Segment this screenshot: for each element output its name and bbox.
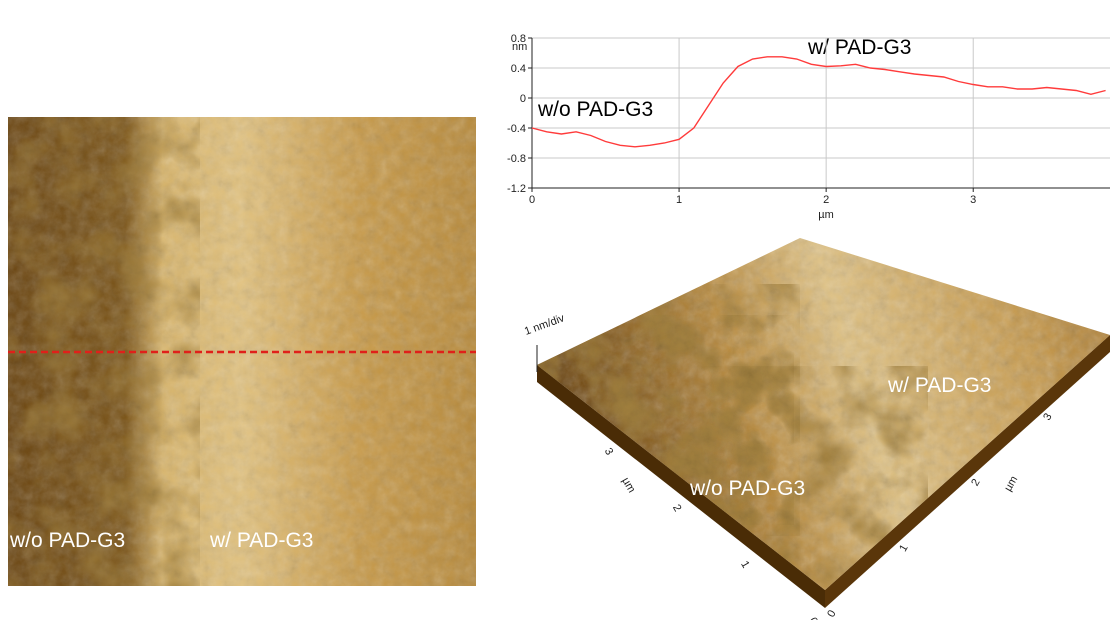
x-tick-label: 2 (823, 194, 829, 206)
surface-side (537, 365, 825, 608)
z-scale-label: 1 nm/div (523, 312, 567, 338)
right-axis-tick-label: 1 (897, 543, 910, 554)
left-axis-tick-label: 3 (602, 446, 615, 457)
x-tick-label: 1 (676, 194, 682, 206)
y-tick-label: 0 (520, 93, 526, 105)
y-tick-label: 0.8 (511, 33, 526, 45)
y-axis-label: nm (512, 41, 527, 53)
surface-side (825, 335, 1110, 608)
y-tick-label: -0.8 (507, 153, 526, 165)
right-axis-unit: µm (1002, 474, 1020, 493)
right-axis-tick-label: 2 (969, 477, 982, 488)
annotation: w/o PAD-G3 (537, 98, 653, 121)
surface-3d: 1 nm/div w/ PAD-G3 w/o PAD-G3 µm µm 0 1 2 3… (523, 238, 1110, 625)
afm-label: w/ PAD-G3 (209, 529, 313, 552)
surface-label: w/o PAD-G3 (689, 477, 805, 500)
x-axis-label: µm (818, 209, 834, 221)
y-tick-label: -0.4 (507, 123, 526, 135)
afm-label: w/o PAD-G3 (9, 529, 125, 552)
left-axis-tick-label: 0 (806, 616, 819, 621)
left-axis-tick-label: 2 (670, 503, 683, 514)
x-tick-label: 3 (970, 194, 976, 206)
x-tick-label: 0 (529, 194, 535, 206)
left-axis-unit: µm (619, 476, 637, 495)
y-tick-label: 0.4 (511, 63, 526, 75)
profile-chart: nm µm w/o PAD-G3 w/ PAD-G3 -1.2 -0.8 -0.4 0… (507, 33, 1110, 221)
y-tick-label: -1.2 (507, 183, 526, 195)
right-axis-tick-label: 0 (825, 608, 838, 619)
afm-image: w/o PAD-G3 w/ PAD-G3 (8, 117, 476, 586)
left-axis-tick-label: 1 (738, 559, 751, 570)
right-axis-tick-label: 3 (1041, 411, 1054, 422)
annotation: w/ PAD-G3 (807, 36, 911, 59)
profile-line (531, 56, 1106, 148)
surface-label: w/ PAD-G3 (887, 374, 991, 397)
